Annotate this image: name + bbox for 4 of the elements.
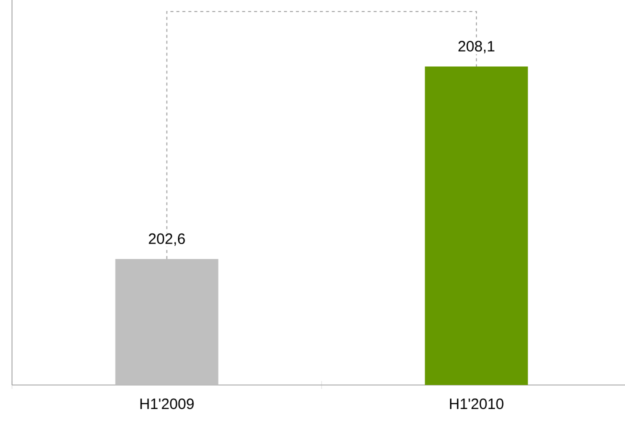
x-tick-label: H1'2010 (450, 398, 504, 410)
data-label: 208,1 (458, 40, 494, 54)
data-label: 202,6 (148, 233, 185, 246)
x-tick-label: H1'2009 (140, 398, 194, 410)
